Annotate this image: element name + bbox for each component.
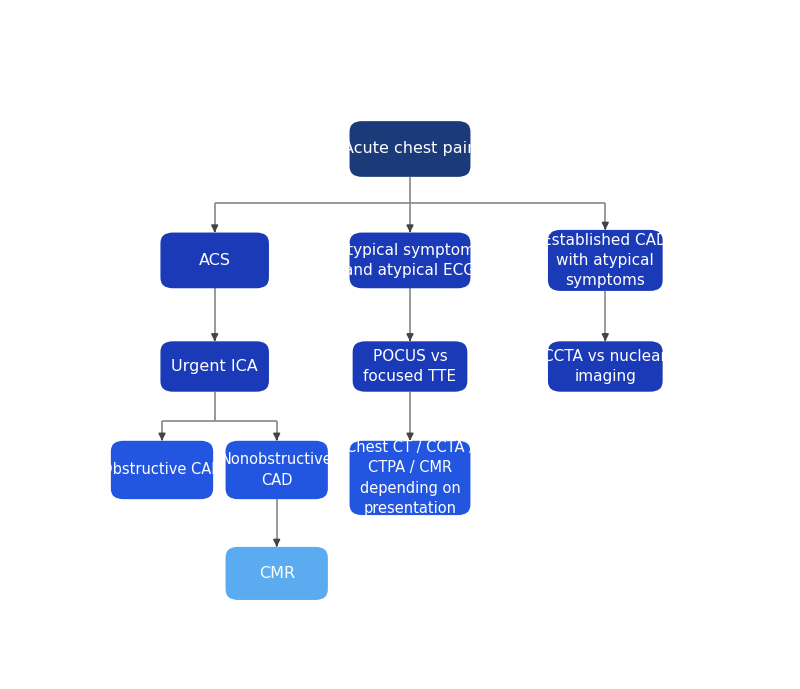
FancyBboxPatch shape xyxy=(161,233,269,288)
FancyBboxPatch shape xyxy=(548,341,662,392)
FancyBboxPatch shape xyxy=(548,230,662,291)
Text: Chest CT / CCTA /
CTPA / CMR
depending on
presentation: Chest CT / CCTA / CTPA / CMR depending o… xyxy=(346,440,474,516)
FancyBboxPatch shape xyxy=(350,441,470,515)
FancyBboxPatch shape xyxy=(350,233,470,288)
FancyBboxPatch shape xyxy=(226,547,328,600)
FancyBboxPatch shape xyxy=(161,341,269,392)
Text: Established CAD
with atypical
symptoms: Established CAD with atypical symptoms xyxy=(542,232,668,288)
FancyBboxPatch shape xyxy=(226,441,328,499)
Text: POCUS vs
focused TTE: POCUS vs focused TTE xyxy=(363,349,457,384)
Text: Acute chest pain: Acute chest pain xyxy=(343,141,477,156)
Text: CMR: CMR xyxy=(258,566,294,581)
Text: Atypical symptoms
and atypical ECG: Atypical symptoms and atypical ECG xyxy=(337,243,483,278)
FancyBboxPatch shape xyxy=(350,121,470,177)
Text: ACS: ACS xyxy=(198,253,230,268)
FancyBboxPatch shape xyxy=(353,341,467,392)
Text: CCTA vs nuclear
imaging: CCTA vs nuclear imaging xyxy=(543,349,667,384)
Text: Obstructive CAD: Obstructive CAD xyxy=(102,462,222,477)
Text: Nonobstructive
CAD: Nonobstructive CAD xyxy=(221,452,333,488)
FancyBboxPatch shape xyxy=(111,441,213,499)
Text: Urgent ICA: Urgent ICA xyxy=(171,359,258,374)
